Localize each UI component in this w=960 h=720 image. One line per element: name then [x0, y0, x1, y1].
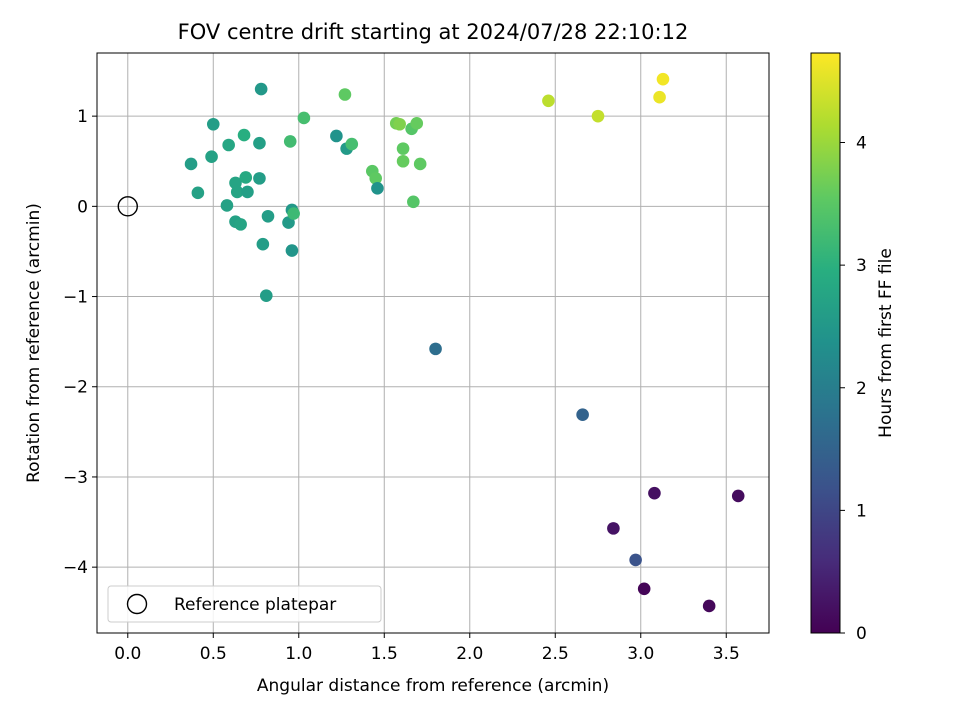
data-point: [330, 129, 343, 143]
y-tick-label: 1: [77, 107, 88, 127]
data-point: [648, 486, 661, 500]
data-point: [287, 207, 300, 220]
data-point: [637, 582, 651, 596]
data-point: [371, 182, 384, 195]
data-point: [230, 185, 244, 199]
x-tick-label: 1.5: [371, 644, 398, 664]
data-point: [607, 522, 620, 535]
plot-frame: [96, 52, 770, 634]
x-axis-label: Angular distance from reference (arcmin): [257, 676, 609, 696]
data-point: [576, 408, 589, 422]
colorbar-tick-label: 0: [856, 624, 867, 644]
y-tick-label: −1: [63, 288, 88, 308]
legend-marker-reference: [126, 593, 148, 615]
legend: Reference platepar: [107, 585, 382, 623]
data-point: [253, 136, 266, 150]
data-point: [396, 154, 410, 168]
x-axis-ticks: 0.0 0.5 1.0 1.5 2.0 2.5 3.0 3.5: [114, 633, 740, 664]
data-point: [591, 109, 605, 123]
y-tick-label: −2: [63, 378, 88, 398]
data-point: [259, 289, 273, 302]
data-point: [629, 553, 642, 567]
data-point: [396, 142, 410, 155]
colorbar: 0 1 2 3 4 Hours from first FF file: [810, 52, 896, 644]
data-point: [206, 117, 220, 131]
data-point: [429, 342, 442, 356]
y-axis-label: Rotation from reference (arcmin): [24, 203, 44, 483]
colorbar-gradient: [810, 52, 841, 634]
x-tick-label: 2.5: [542, 644, 569, 664]
data-point: [261, 209, 275, 223]
data-point: [234, 218, 247, 231]
y-tick-label: 0: [77, 197, 88, 217]
data-point: [184, 157, 198, 171]
data-point: [369, 172, 383, 185]
data-point: [413, 157, 427, 171]
data-point: [338, 88, 352, 101]
data-point: [283, 135, 297, 148]
data-point: [656, 72, 670, 86]
data-point: [702, 599, 716, 613]
data-point: [297, 111, 311, 125]
data-point: [253, 172, 266, 185]
data-point: [191, 186, 205, 200]
data-point: [239, 171, 253, 184]
data-point: [205, 150, 218, 164]
data-point: [285, 244, 299, 257]
data-point: [256, 237, 270, 251]
data-points: [184, 72, 745, 613]
legend-box: [107, 585, 382, 623]
data-point: [345, 137, 359, 151]
reference-marker: [117, 196, 138, 217]
y-tick-label: −4: [63, 558, 88, 578]
data-point: [542, 94, 555, 108]
data-point: [407, 195, 420, 209]
colorbar-label: Hours from first FF file: [876, 248, 896, 438]
colorbar-ticks: 0 1 2 3 4: [840, 134, 867, 644]
data-point: [237, 128, 251, 142]
x-tick-label: 0.5: [200, 644, 227, 664]
y-tick-label: −3: [63, 468, 88, 488]
x-tick-label: 3.5: [713, 644, 740, 664]
data-point: [222, 138, 235, 152]
colorbar-tick-label: 3: [856, 256, 867, 276]
chart-title: FOV centre drift starting at 2024/07/28 …: [178, 20, 689, 44]
colorbar-tick-label: 1: [856, 501, 867, 521]
x-tick-label: 3.0: [627, 644, 654, 664]
x-tick-label: 2.0: [456, 644, 483, 664]
data-point: [220, 199, 234, 212]
data-point: [410, 117, 424, 130]
legend-label-reference: Reference platepar: [174, 595, 336, 615]
x-tick-label: 1.0: [285, 644, 312, 664]
grid-lines: [97, 53, 769, 633]
colorbar-tick-label: 4: [856, 134, 867, 154]
data-point: [393, 117, 406, 131]
data-point: [254, 82, 268, 96]
data-point: [241, 185, 254, 199]
colorbar-tick-label: 2: [856, 379, 867, 399]
x-tick-label: 0.0: [114, 644, 141, 664]
y-axis-ticks: 1 0 −1 −2 −3 −4: [63, 107, 97, 578]
data-point: [731, 489, 745, 503]
reference-point: [117, 196, 138, 217]
data-point: [653, 90, 666, 104]
